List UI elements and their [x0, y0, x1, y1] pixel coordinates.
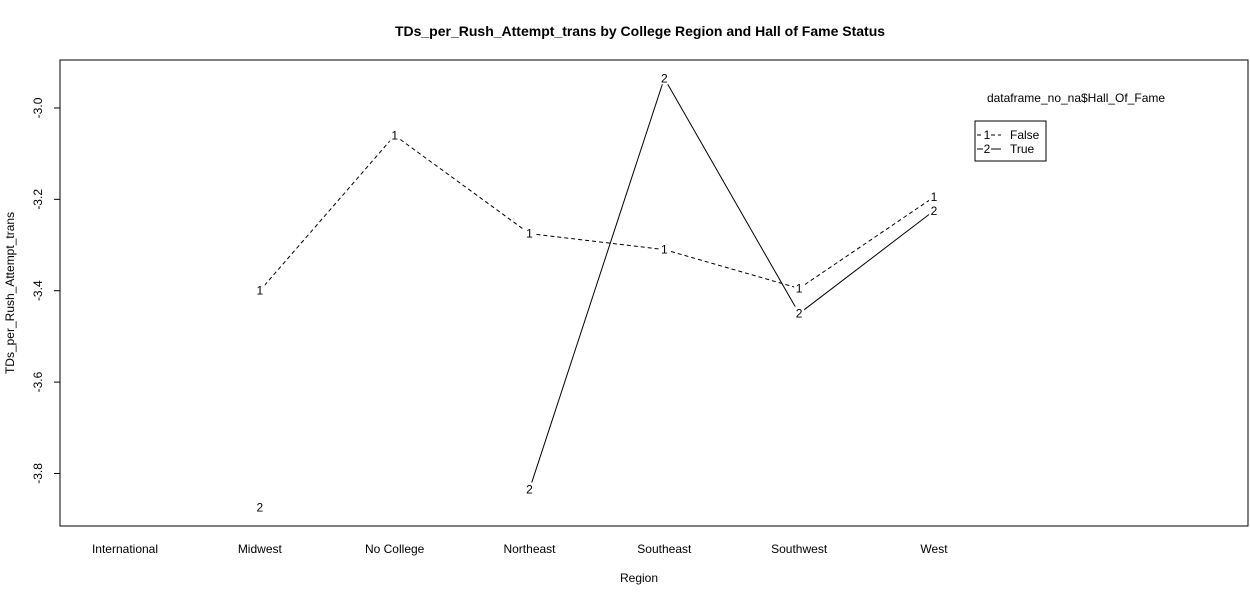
series-line-segment: [259, 135, 396, 292]
data-point: 1: [526, 227, 533, 241]
legend-title: dataframe_no_na$Hall_Of_Fame: [987, 91, 1165, 105]
data-point: 2: [661, 71, 668, 85]
x-tick-label: Northeast: [503, 542, 556, 556]
point-label-bg: [389, 128, 400, 142]
series-line-segment: [798, 210, 935, 314]
legend: dataframe_no_na$Hall_Of_Fame 1 False 2 True: [974, 91, 1165, 162]
data-point: 1: [931, 190, 938, 204]
series-line-segment: [529, 78, 665, 490]
data-point: 1: [796, 281, 803, 295]
point-label-bg: [928, 203, 939, 217]
data-point: 1: [661, 243, 668, 257]
x-tick-label: Southeast: [637, 542, 692, 556]
legend-label: False: [1010, 128, 1040, 142]
chart-title: TDs_per_Rush_Attempt_trans by College Re…: [395, 23, 885, 39]
x-tick-label: International: [92, 542, 158, 556]
data-point: 2: [931, 204, 938, 218]
y-tick-label: -3.6: [31, 371, 45, 392]
x-tick-label: West: [920, 542, 948, 556]
x-tick-label: No College: [365, 542, 425, 556]
point-label-bg: [794, 281, 805, 295]
data-point: 2: [796, 307, 803, 321]
x-tick-label: Southwest: [771, 542, 828, 556]
series-line-segment: [663, 78, 800, 314]
point-label-bg: [928, 190, 939, 204]
x-tick-label: Midwest: [238, 542, 283, 556]
legend-symbol-bg: [983, 129, 991, 140]
y-tick-label: -3.0: [31, 97, 45, 118]
y-tick-label: -3.8: [31, 463, 45, 484]
data-point: 2: [256, 501, 263, 515]
data-point: 2: [526, 482, 533, 496]
data-point: 1: [256, 284, 263, 298]
point-label-bg: [254, 500, 265, 514]
y-tick-label: -3.2: [31, 189, 45, 210]
legend-symbol-bg: [983, 143, 991, 154]
y-axis: -3.0 -3.2 -3.4 -3.6 -3.8: [31, 97, 60, 484]
point-label-bg: [254, 283, 265, 297]
legend-symbol: 2: [984, 142, 991, 156]
legend-entries: 1 False 2 True: [977, 128, 1040, 156]
series-line-segment: [394, 134, 530, 235]
x-axis-label: Region: [620, 571, 658, 585]
y-axis-label: TDs_per_Rush_Attempt_trans: [3, 212, 17, 374]
point-label-bg: [659, 71, 670, 85]
x-axis: International Midwest No College Northeast S…: [92, 542, 948, 556]
series-line-segment: [664, 249, 800, 289]
legend-label: True: [1010, 142, 1035, 156]
y-tick-label: -3.4: [31, 280, 45, 301]
data-point: 1: [391, 128, 398, 142]
legend-box: [974, 120, 1047, 162]
point-label-bg: [524, 226, 535, 240]
legend-symbol: 1: [984, 128, 991, 142]
point-label-bg: [659, 242, 670, 256]
point-label-bg: [524, 482, 535, 496]
plot-frame: [59, 59, 1249, 527]
series-line-segment: [529, 233, 665, 251]
series-line-segment: [798, 196, 935, 289]
point-label-bg: [794, 306, 805, 320]
